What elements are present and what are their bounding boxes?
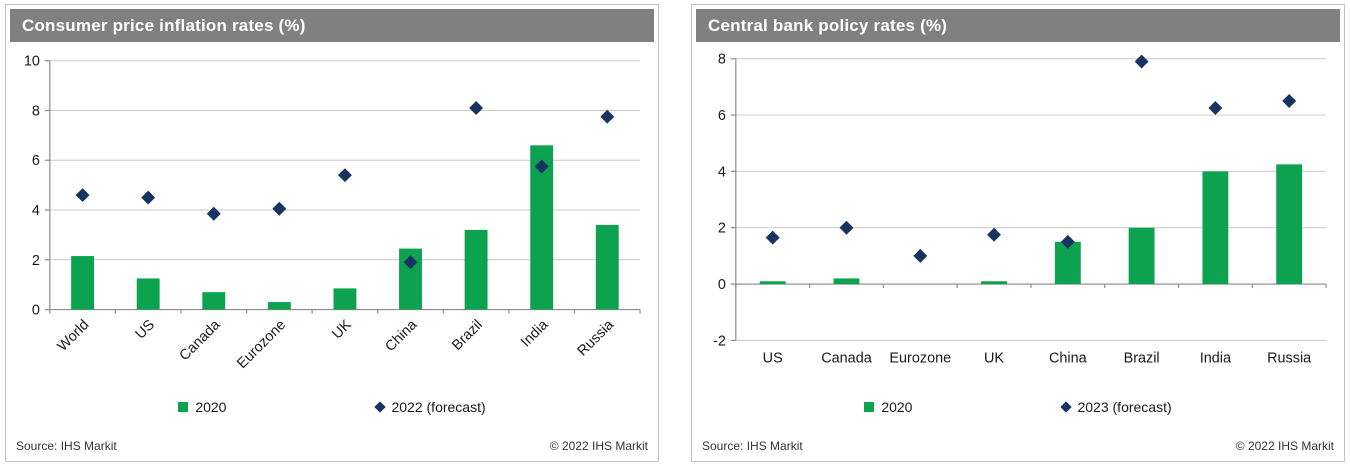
- bar-Canada: [202, 292, 226, 310]
- y-tick-label: 6: [718, 108, 726, 124]
- x-category-label: US: [132, 317, 157, 342]
- legend-label-bar-series: 2020: [881, 399, 913, 415]
- x-category-label: Brazil: [1124, 350, 1160, 366]
- y-tick-label: -2: [713, 333, 726, 349]
- legend-item-point-series: 2022 (forecast): [374, 399, 486, 415]
- chart-legend: 2020 2023 (forecast): [696, 396, 1340, 418]
- bar-US: [136, 278, 160, 310]
- bar-World: [71, 256, 95, 310]
- x-category-label: Russia: [1267, 350, 1312, 366]
- bar-series-swatch-icon: [864, 402, 875, 412]
- y-tick-label: 10: [24, 54, 40, 70]
- x-category-label: China: [1049, 350, 1088, 366]
- x-category-label: Russia: [575, 316, 618, 359]
- x-category-label: India: [518, 316, 552, 350]
- y-tick-label: 4: [718, 164, 726, 180]
- y-tick-label: 8: [718, 52, 726, 68]
- point-Brazil: [1134, 54, 1149, 69]
- source-text: Source: IHS Markit: [16, 439, 117, 453]
- legend-label-point-series: 2023 (forecast): [1077, 399, 1172, 415]
- x-category-label: Canada: [821, 350, 872, 366]
- point-Russia: [1282, 94, 1297, 108]
- point-Canada: [206, 206, 221, 221]
- bar-China: [1054, 241, 1081, 285]
- x-category-label: UK: [984, 350, 1004, 366]
- source-text: Source: IHS Markit: [702, 439, 803, 453]
- bar-China: [399, 248, 422, 310]
- y-tick-label: 2: [32, 253, 40, 269]
- bar-UK: [981, 281, 1007, 285]
- bar-Brazil: [1128, 227, 1155, 285]
- x-category-label: India: [1200, 350, 1232, 366]
- point-Canada: [839, 220, 854, 235]
- point-UK: [337, 168, 352, 183]
- copyright-text: © 2022 IHS Markit: [1235, 439, 1334, 453]
- y-tick-label: 2: [718, 221, 726, 237]
- bar-UK: [333, 288, 357, 310]
- x-category-label: Brazil: [449, 317, 486, 354]
- x-category-label: US: [763, 350, 783, 366]
- point-Russia: [600, 109, 615, 124]
- y-tick-label: 0: [718, 277, 726, 293]
- bar-Brazil: [464, 229, 488, 310]
- bar-Russia: [1276, 164, 1303, 285]
- legend-item-bar-series: 2020: [178, 399, 226, 415]
- chart-canvas-inflation: 0 2 4 6 8 10 World US Canada Eurozone UK China Brazi…: [24, 54, 641, 372]
- x-category-label: China: [382, 316, 421, 355]
- x-category-label: World: [55, 317, 93, 355]
- panel-footer: Source: IHS Markit © 2022 IHS Markit: [696, 439, 1340, 457]
- point-US: [765, 230, 780, 245]
- panel-footer: Source: IHS Markit © 2022 IHS Markit: [10, 439, 654, 457]
- x-category-label: Eurozone: [889, 350, 951, 366]
- panel-central-bank-policy: Central bank policy rates (%) -2 0 2 4 6 8 US C…: [691, 4, 1345, 462]
- copyright-text: © 2022 IHS Markit: [549, 439, 648, 453]
- bar-India: [530, 145, 554, 310]
- chart-canvas-policy-rates: -2 0 2 4 6 8 US Canada Eurozone UK China Brazil Indi…: [713, 52, 1327, 366]
- bar-US: [759, 281, 786, 285]
- point-Brazil: [469, 101, 484, 115]
- point-US: [141, 190, 156, 205]
- chart-title: Central bank policy rates (%): [696, 9, 1340, 42]
- bar-India: [1202, 171, 1229, 285]
- x-category-label: Eurozone: [234, 317, 289, 372]
- point-World: [75, 188, 90, 203]
- point-series-swatch-icon: [374, 401, 387, 413]
- bar-Canada: [833, 278, 860, 285]
- panel-consumer-price-inflation: Consumer price inflation rates (%) 0 2 4 6 8…: [5, 4, 659, 462]
- bar-series-swatch-icon: [178, 402, 189, 412]
- legend-item-point-series: 2023 (forecast): [1060, 399, 1172, 415]
- y-tick-label: 0: [32, 303, 40, 319]
- x-category-label: Canada: [177, 316, 225, 364]
- point-India: [1208, 101, 1223, 115]
- point-UK: [987, 227, 1002, 242]
- bar-Eurozone: [267, 302, 291, 310]
- chart-legend: 2020 2022 (forecast): [10, 396, 654, 418]
- point-India: [534, 159, 549, 174]
- point-series-swatch-icon: [1060, 401, 1073, 413]
- bar-Russia: [595, 224, 619, 310]
- point-Eurozone: [913, 248, 928, 263]
- chart-title: Consumer price inflation rates (%): [10, 9, 654, 42]
- legend-label-point-series: 2022 (forecast): [391, 399, 486, 415]
- y-tick-label: 8: [32, 103, 40, 119]
- legend-item-bar-series: 2020: [864, 399, 912, 415]
- y-tick-label: 6: [32, 153, 40, 169]
- point-Eurozone: [272, 201, 287, 216]
- legend-label-bar-series: 2020: [195, 399, 227, 415]
- x-category-label: UK: [329, 317, 355, 343]
- y-tick-label: 4: [32, 203, 40, 219]
- point-China: [1060, 234, 1075, 249]
